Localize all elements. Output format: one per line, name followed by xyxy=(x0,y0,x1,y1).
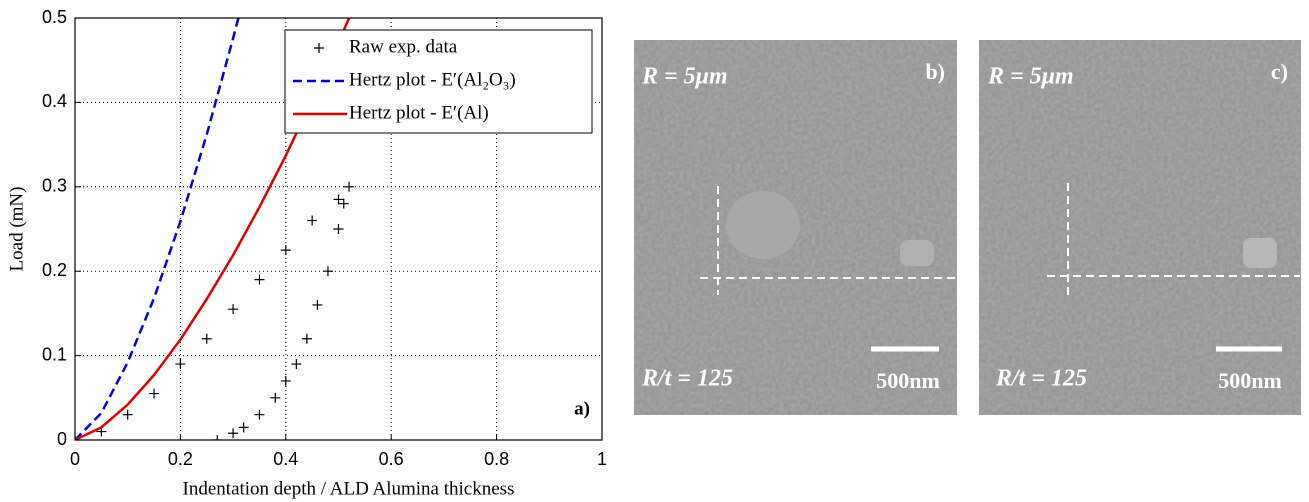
ratio-label: R/t = 125 xyxy=(995,366,1087,392)
feature xyxy=(900,240,934,266)
data-point xyxy=(291,359,302,370)
feature xyxy=(1243,238,1277,268)
data-point xyxy=(254,409,265,420)
data-point xyxy=(149,388,160,399)
radius-label: R = 5μm xyxy=(987,64,1074,90)
data-point xyxy=(238,422,249,433)
data-point xyxy=(301,333,312,344)
sem-image: R = 5μm b) R/t = 125 500nm xyxy=(634,40,957,415)
y-tick-label: 0.5 xyxy=(42,7,67,27)
data-point xyxy=(280,375,291,386)
x-tick-label: 0.6 xyxy=(379,449,404,469)
data-point xyxy=(254,274,265,285)
data-point xyxy=(228,428,239,439)
ratio-label: R/t = 125 xyxy=(641,366,733,392)
x-tick-label: 0.8 xyxy=(484,449,509,469)
x-tick-label: 0 xyxy=(70,449,80,469)
legend-label: Hertz plot - E′(Al) xyxy=(349,102,489,123)
plot: 0 0.2 0.4 0.6 0.8 1 0 0.1 0.2 0.3 0.4 0.5 Raw exp. d… xyxy=(6,7,607,500)
x-tick-label: 0.2 xyxy=(168,449,193,469)
data-point xyxy=(122,409,133,420)
x-axis-label: Indentation depth / ALD Alumina thicknes… xyxy=(183,478,515,499)
feature xyxy=(726,191,800,259)
y-tick-label: 0.1 xyxy=(42,344,67,364)
data-point xyxy=(212,435,223,440)
panel-label: b) xyxy=(925,59,945,84)
radius-label: R = 5μm xyxy=(641,64,728,90)
panel-label: c) xyxy=(1271,59,1288,84)
data-point xyxy=(333,224,344,234)
series-line xyxy=(75,18,240,440)
data-point xyxy=(307,215,318,226)
data-point xyxy=(333,194,344,205)
data-point xyxy=(280,245,291,256)
legend-label: Raw exp. data xyxy=(349,36,458,57)
data-point xyxy=(175,359,186,370)
sem-image: R = 5μm c) R/t = 125 500nm xyxy=(979,40,1301,415)
y-tick-label: 0 xyxy=(57,429,67,449)
data-point xyxy=(322,266,333,277)
data-point xyxy=(338,198,349,209)
y-tick-label: 0.2 xyxy=(42,260,67,280)
legend-marker xyxy=(314,43,324,53)
data-point xyxy=(312,299,323,310)
data-point xyxy=(344,181,355,192)
data-point xyxy=(228,304,239,315)
y-tick-label: 0.4 xyxy=(42,91,67,111)
x-tick-label: 1 xyxy=(597,449,607,469)
data-point xyxy=(270,392,281,403)
scale-label: 500nm xyxy=(1218,368,1282,393)
y-tick-label: 0.3 xyxy=(42,176,67,196)
legend-label: Hertz plot - E′(Al₂O₃) xyxy=(349,69,516,90)
plot-frame xyxy=(74,17,603,441)
image-texture xyxy=(979,40,1301,415)
panel-label: a) xyxy=(574,398,590,419)
x-tick-label: 0.4 xyxy=(273,449,298,469)
data-point xyxy=(201,333,212,344)
y-axis-label: Load (mN) xyxy=(6,187,27,272)
scale-label: 500nm xyxy=(876,368,940,393)
